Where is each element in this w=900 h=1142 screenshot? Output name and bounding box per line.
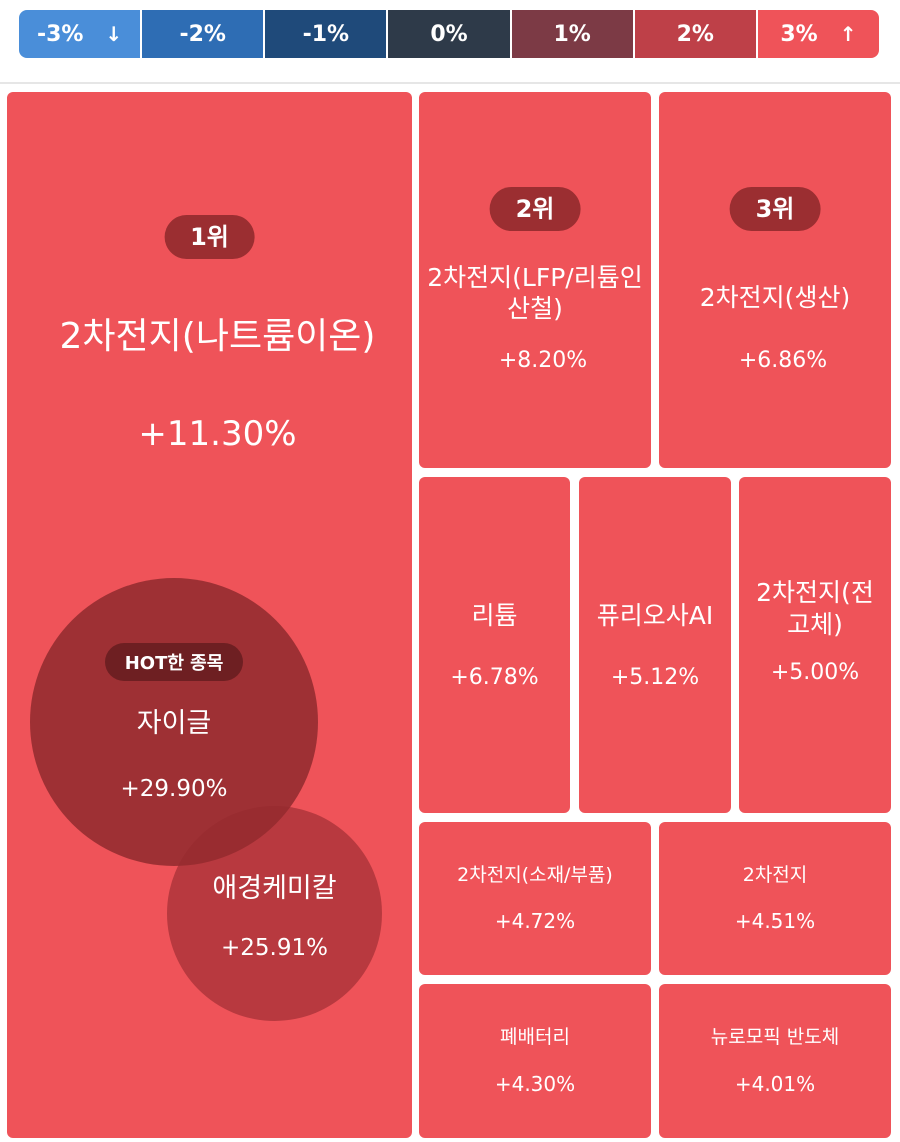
stock-change: +29.90%: [120, 775, 228, 802]
theme-name: 2차전지(전고체): [756, 578, 874, 639]
legend-plus-1: 1%: [511, 10, 635, 58]
theme-change: +8.20%: [498, 348, 588, 373]
legend-minus-3: -3% ↓: [19, 10, 143, 58]
theme-name: 2차전지: [742, 863, 808, 886]
theme-change: +6.78%: [450, 665, 539, 691]
legend-plus-2: 2%: [634, 10, 758, 58]
legend-minus-1: -1%: [265, 10, 389, 58]
legend-label: -3%: [36, 21, 84, 47]
theme-change: +5.00%: [770, 659, 860, 685]
theme-name: 2차전지(LFP/리튬인산철): [427, 263, 643, 324]
theme-name: 퓨리오사AI: [596, 600, 714, 630]
theme-name: 폐배터리: [500, 1026, 570, 1049]
theme-change: +4.30%: [494, 1071, 576, 1096]
legend-label: -1%: [302, 21, 350, 47]
header-divider: [0, 82, 900, 84]
theme-change: +4.51%: [734, 909, 816, 934]
hot-badge: HOT한 종목: [104, 642, 244, 681]
theme-change: +11.30%: [138, 414, 297, 454]
legend-plus-3: 3% ↑: [757, 10, 879, 58]
legend-label: -2%: [179, 21, 226, 47]
theme-tile[interactable]: 폐배터리 +4.30%: [419, 984, 651, 1138]
theme-tile[interactable]: 2차전지 +4.51%: [659, 822, 891, 975]
arrow-down-icon: ↓: [105, 22, 123, 46]
theme-tile[interactable]: 2차전지(전고체) +5.00%: [739, 477, 891, 813]
theme-change: +4.72%: [494, 909, 576, 934]
legend-zero: 0%: [388, 10, 512, 58]
theme-name: 2차전지(생산): [699, 283, 851, 312]
theme-name: 뉴로모픽 반도체: [710, 1026, 840, 1049]
legend-label: 0%: [430, 21, 468, 47]
legend-label: 3%: [780, 21, 818, 47]
theme-name: 2차전지(나트륨이온): [59, 316, 376, 357]
theme-change: +4.01%: [734, 1071, 816, 1096]
theme-tile-rank-2[interactable]: 2위 2차전지(LFP/리튬인산철) +8.20%: [419, 92, 651, 468]
theme-tile[interactable]: 2차전지(소재/부품) +4.72%: [419, 822, 651, 975]
theme-change: +6.86%: [738, 348, 828, 373]
stock-name: 애경케미칼: [212, 873, 337, 904]
theme-tile[interactable]: 뉴로모픽 반도체 +4.01%: [659, 984, 891, 1138]
stock-change: +25.91%: [221, 935, 328, 961]
legend-minus-2: -2%: [142, 10, 266, 58]
rank-badge: 2위: [489, 187, 581, 231]
theme-name: 2차전지(소재/부품): [457, 863, 613, 886]
arrow-up-icon: ↑: [839, 22, 857, 46]
stock-name: 자이글: [136, 707, 212, 739]
rank-badge: 3위: [729, 187, 821, 231]
rank-badge: 1위: [164, 215, 255, 259]
theme-change: +5.12%: [610, 665, 700, 691]
theme-tile[interactable]: 리튬 +6.78%: [419, 477, 570, 813]
theme-tile[interactable]: 퓨리오사AI +5.12%: [579, 477, 731, 813]
hot-stock-bubble[interactable]: 애경케미칼 +25.91%: [167, 806, 382, 1021]
legend-label: 2%: [676, 21, 714, 47]
theme-name: 리튬: [471, 600, 518, 630]
legend-label: 1%: [553, 21, 591, 47]
theme-tile-rank-3[interactable]: 3위 2차전지(생산) +6.86%: [659, 92, 891, 468]
change-legend: -3% ↓ -2% -1% 0% 1% 2% 3% ↑: [19, 10, 879, 58]
